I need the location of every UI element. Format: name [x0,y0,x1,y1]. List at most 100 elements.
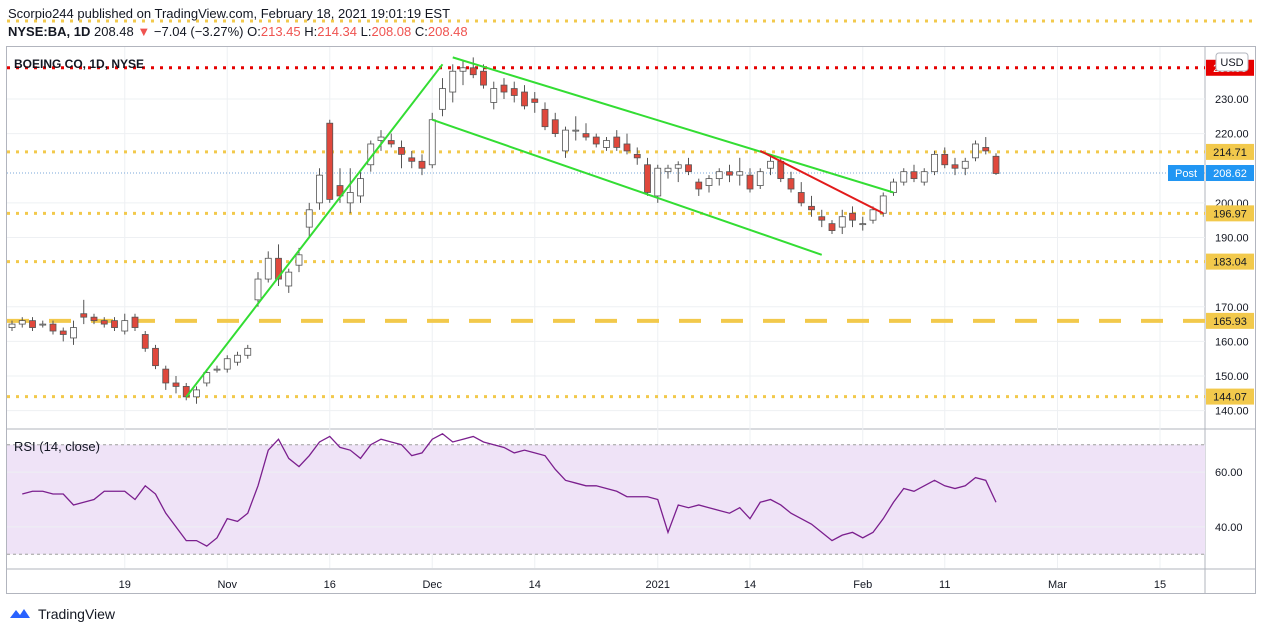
candle-body [39,323,47,326]
candle [592,133,600,148]
candle [992,153,1000,175]
candle-body [879,195,887,214]
candle-body [428,119,436,166]
x-tick-label: Feb [853,579,872,591]
candle-body [674,164,682,169]
candle [531,92,539,113]
level-badge [1206,205,1254,222]
x-tick-label: 14 [744,579,756,591]
candle-body [972,143,979,159]
candle-body [951,164,959,169]
candle [29,317,36,332]
candle [613,130,621,151]
footer-brand-label: TradingView [38,606,116,622]
candle-body [111,320,118,328]
candle [264,251,272,283]
candle-body [592,136,600,145]
level-badge [1206,143,1254,160]
candle-body [80,313,88,318]
level-badge-label: 196.97 [1213,208,1247,220]
candle-layer [8,57,1000,404]
close-value: 208.48 [427,24,468,39]
x-tick-label: 11 [939,579,950,591]
candle-body [787,178,795,190]
candle [70,320,77,345]
candle-body [346,192,354,204]
level-badge-label: 165.93 [1213,316,1247,328]
symbol-label: NYSE:BA, 1D [8,24,91,39]
candle [890,178,897,196]
candle [39,320,47,328]
candle [715,168,723,186]
x-tick-label: 15 [1154,579,1166,591]
candle-body [500,84,508,93]
candle-body [838,216,846,228]
candle [920,168,928,186]
footer-brand[interactable]: TradingView [8,606,115,622]
candle [234,351,241,366]
currency-button[interactable]: USD [1215,52,1249,72]
candle-body [305,209,313,228]
x-tick-label: Nov [217,579,237,591]
candle [982,137,990,155]
level-badge-label: 144.07 [1213,392,1247,404]
x-tick-label: 16 [324,579,336,591]
candle-body [172,382,180,387]
candle [828,220,836,235]
candle-body [203,372,211,384]
candle [8,320,16,332]
candle [941,147,949,169]
candle-body [357,178,364,197]
candle-body [551,119,559,134]
candle-body [29,320,36,328]
candle-body [193,389,200,398]
x-tick-label: 19 [119,579,131,591]
post-badge-label: Post [1175,168,1197,180]
level-badge [1206,253,1254,270]
candle-body [162,368,170,384]
close-label: C: [414,24,428,39]
candle-body [121,320,129,332]
x-tick-label: Mar [1048,579,1067,591]
currency-label: USD [1220,57,1243,69]
trendline-uptrend [185,63,444,398]
candle-body [326,122,334,200]
candle-body [623,143,631,152]
trendline-channel-lower [431,118,823,256]
candle-body [736,171,744,176]
price-tick-label: 230.00 [1215,94,1249,106]
candle-body [859,223,867,226]
candle [664,164,672,179]
candle-body [141,334,149,349]
candle-body [439,88,446,110]
candle [326,119,334,203]
candle-body [398,147,405,155]
candle-body [849,212,856,221]
candle [59,327,67,342]
tradingview-logo-icon [10,609,30,618]
candle-body [387,140,395,145]
candle-body [49,323,57,332]
candle [582,123,590,141]
price-tick-label: 140.00 [1215,406,1249,418]
candle-body [900,171,908,183]
candle [398,140,405,169]
open-value: 213.45 [260,24,301,39]
publisher-line: Scorpio244 published on TradingView.com,… [8,6,451,21]
candle [305,202,313,238]
price-tick-label: 170.00 [1215,302,1249,314]
candle [562,126,569,158]
candle-body [8,323,16,328]
candle [623,133,631,155]
candle [316,168,323,210]
trendline-downtrend [759,150,884,215]
candle [90,313,98,325]
candle [449,64,457,103]
price-tick-label: 190.00 [1215,233,1249,245]
candle-body [756,171,764,186]
candle [387,133,395,148]
candle-body [531,98,539,103]
candle [193,386,200,404]
level-badge-label: 183.04 [1213,257,1247,269]
